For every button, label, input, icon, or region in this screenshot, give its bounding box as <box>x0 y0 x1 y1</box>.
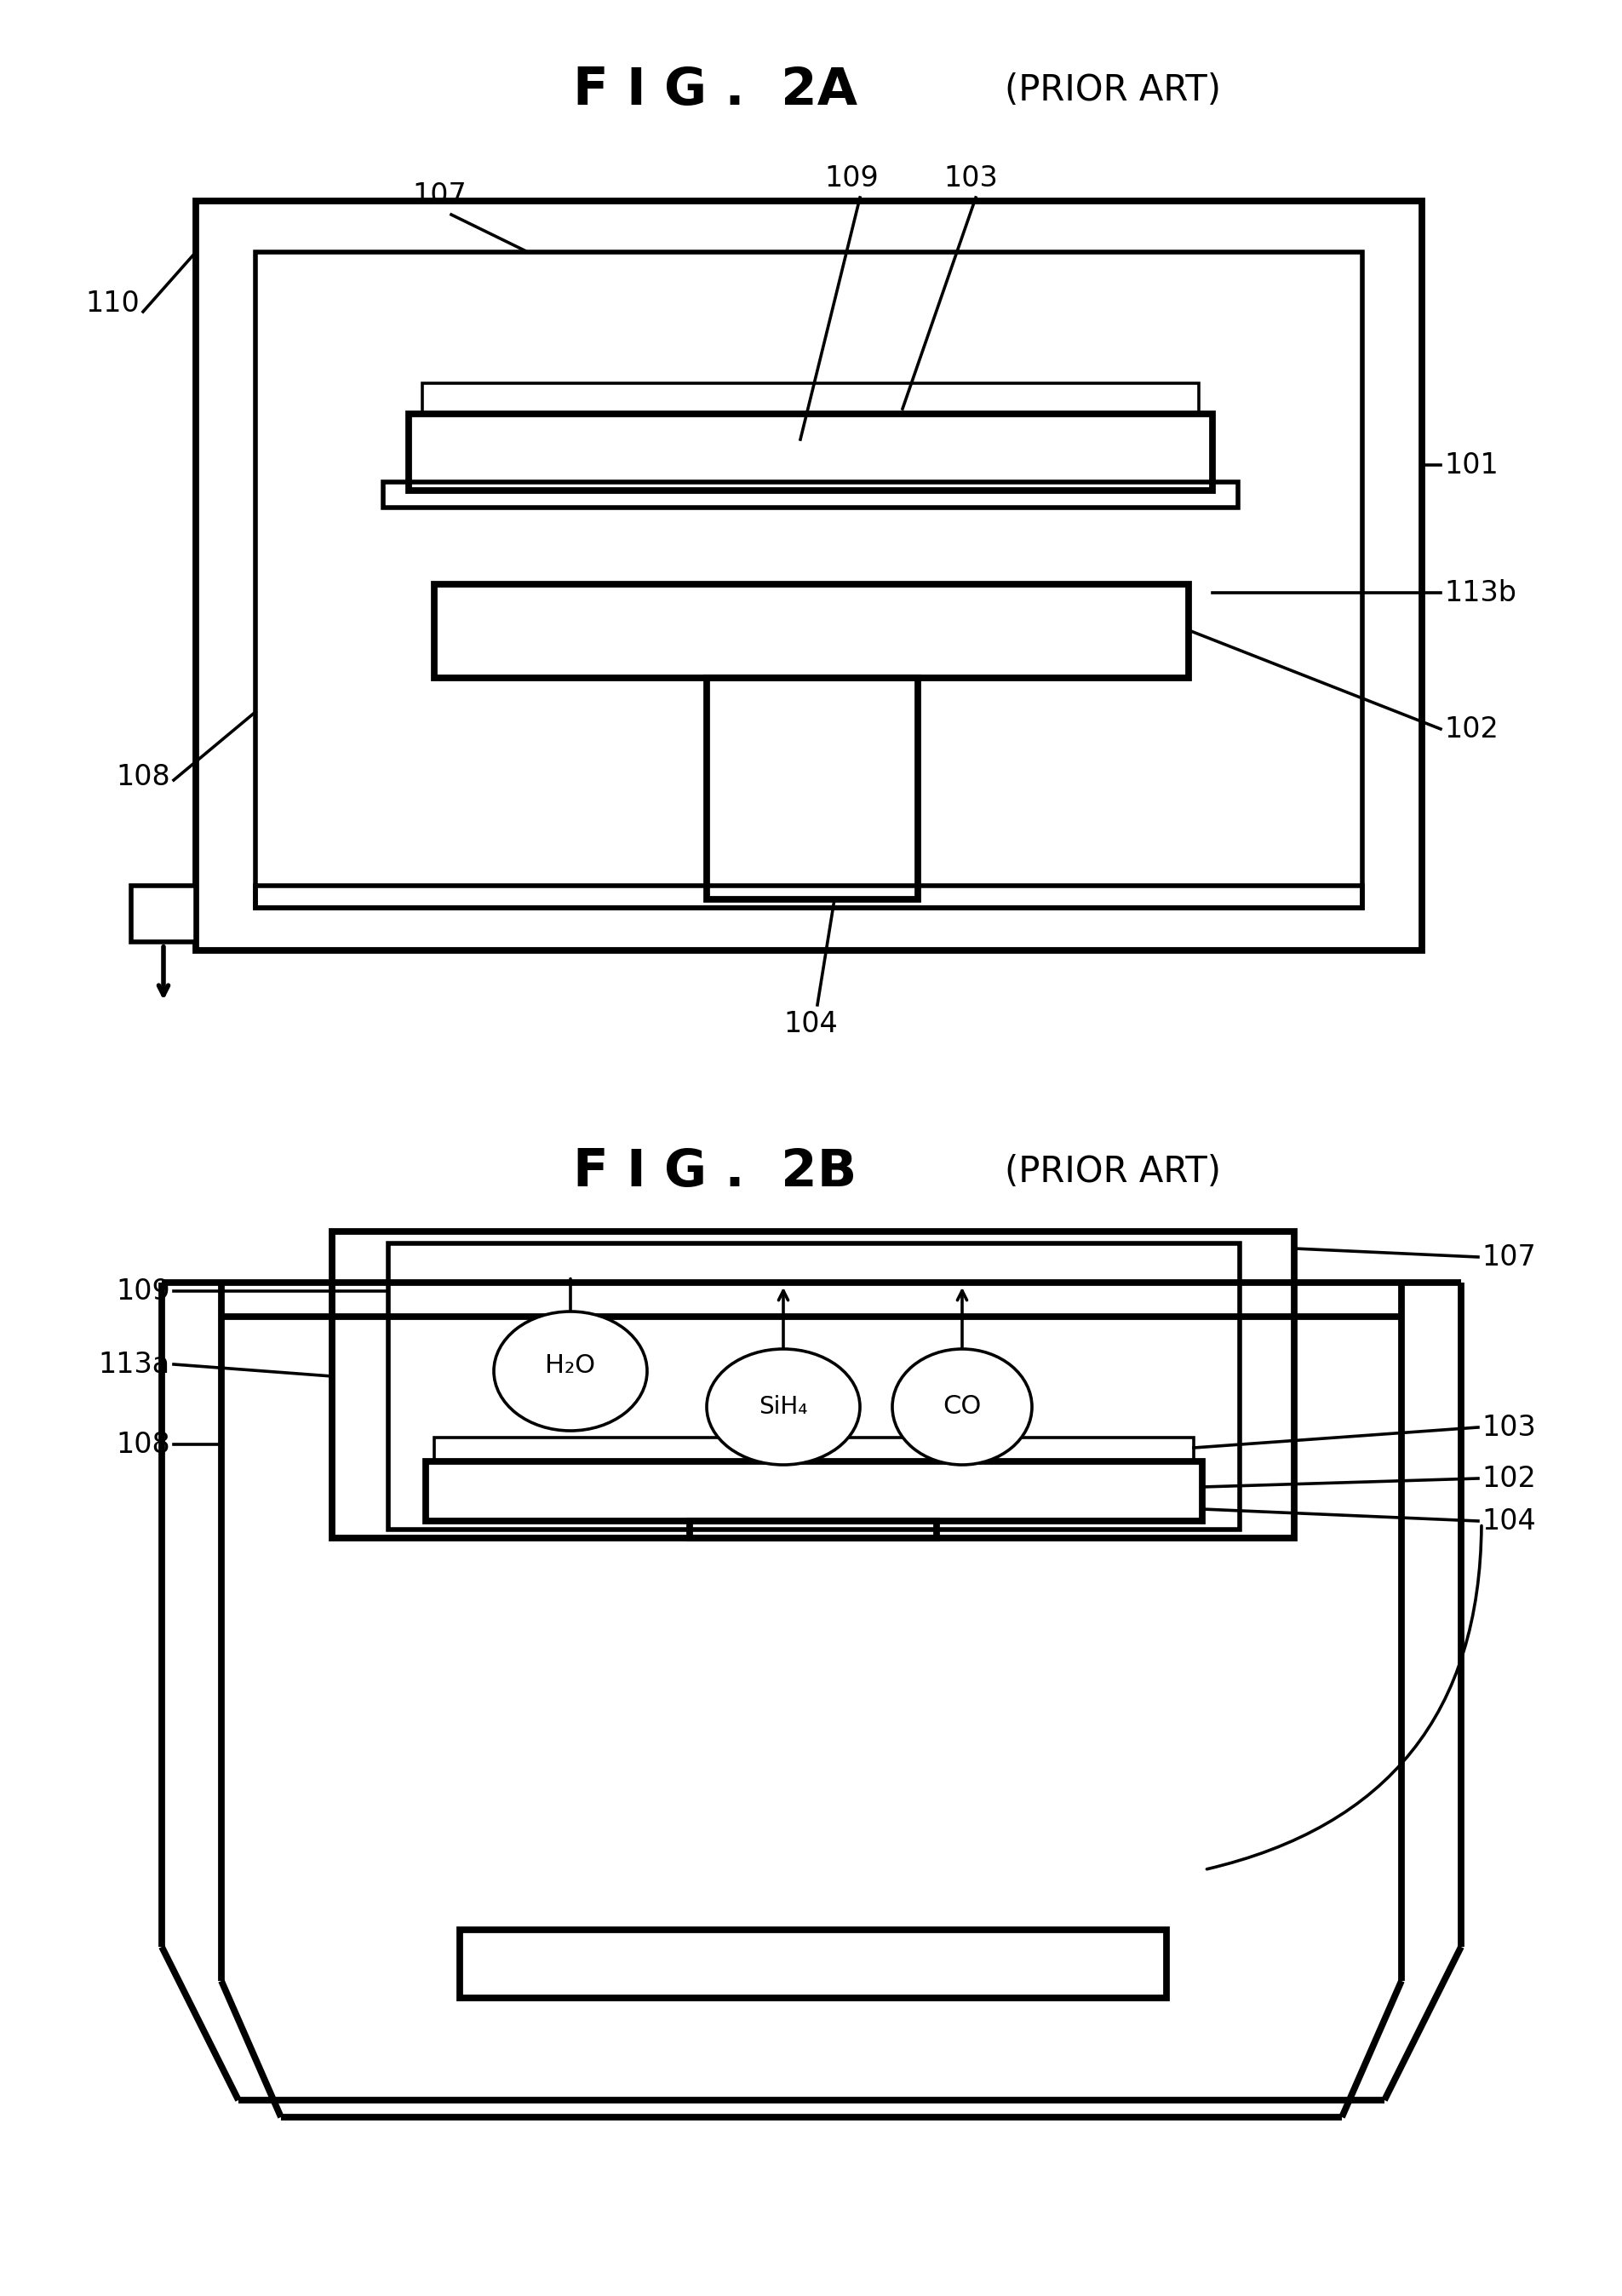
Text: 101: 101 <box>1444 450 1497 480</box>
Text: 104: 104 <box>1481 1506 1534 1536</box>
Text: 108: 108 <box>117 1430 170 1458</box>
Bar <box>131 886 196 941</box>
Text: F I G .  2A: F I G . 2A <box>573 64 856 115</box>
Bar <box>409 413 1212 491</box>
Text: 110: 110 <box>86 289 139 317</box>
Text: 103: 103 <box>942 165 998 193</box>
Text: SiH₄: SiH₄ <box>759 1396 808 1419</box>
Ellipse shape <box>892 1350 1032 1465</box>
Bar <box>422 383 1199 413</box>
Bar <box>383 482 1238 507</box>
Ellipse shape <box>493 1311 647 1430</box>
Text: (PRIOR ART): (PRIOR ART) <box>1004 73 1220 108</box>
Text: F I G .  2B: F I G . 2B <box>573 1146 856 1196</box>
Bar <box>689 1520 936 1538</box>
Text: 102: 102 <box>1481 1465 1534 1492</box>
Text: 108: 108 <box>117 762 170 790</box>
Bar <box>425 1460 1202 1520</box>
Bar <box>459 1931 1166 1998</box>
Text: 107: 107 <box>412 181 466 209</box>
Text: H₂O: H₂O <box>545 1355 595 1378</box>
Ellipse shape <box>706 1350 860 1465</box>
Text: (PRIOR ART): (PRIOR ART) <box>1004 1155 1220 1189</box>
Bar <box>255 886 1361 907</box>
Text: 103: 103 <box>1481 1414 1534 1442</box>
Bar <box>196 202 1421 951</box>
Bar <box>435 1437 1194 1460</box>
Text: 104: 104 <box>783 1010 837 1038</box>
Bar <box>255 253 1361 907</box>
Text: CO: CO <box>942 1394 981 1419</box>
Text: 113b: 113b <box>1444 579 1515 606</box>
Bar <box>333 1231 1293 1538</box>
Text: 107: 107 <box>1481 1242 1534 1272</box>
Text: 102: 102 <box>1444 714 1497 744</box>
Text: 109: 109 <box>824 165 878 193</box>
Bar <box>435 583 1187 677</box>
Bar <box>388 1244 1239 1529</box>
Bar <box>706 677 918 900</box>
Text: 113a: 113a <box>99 1350 170 1378</box>
Text: 109: 109 <box>115 1277 170 1304</box>
